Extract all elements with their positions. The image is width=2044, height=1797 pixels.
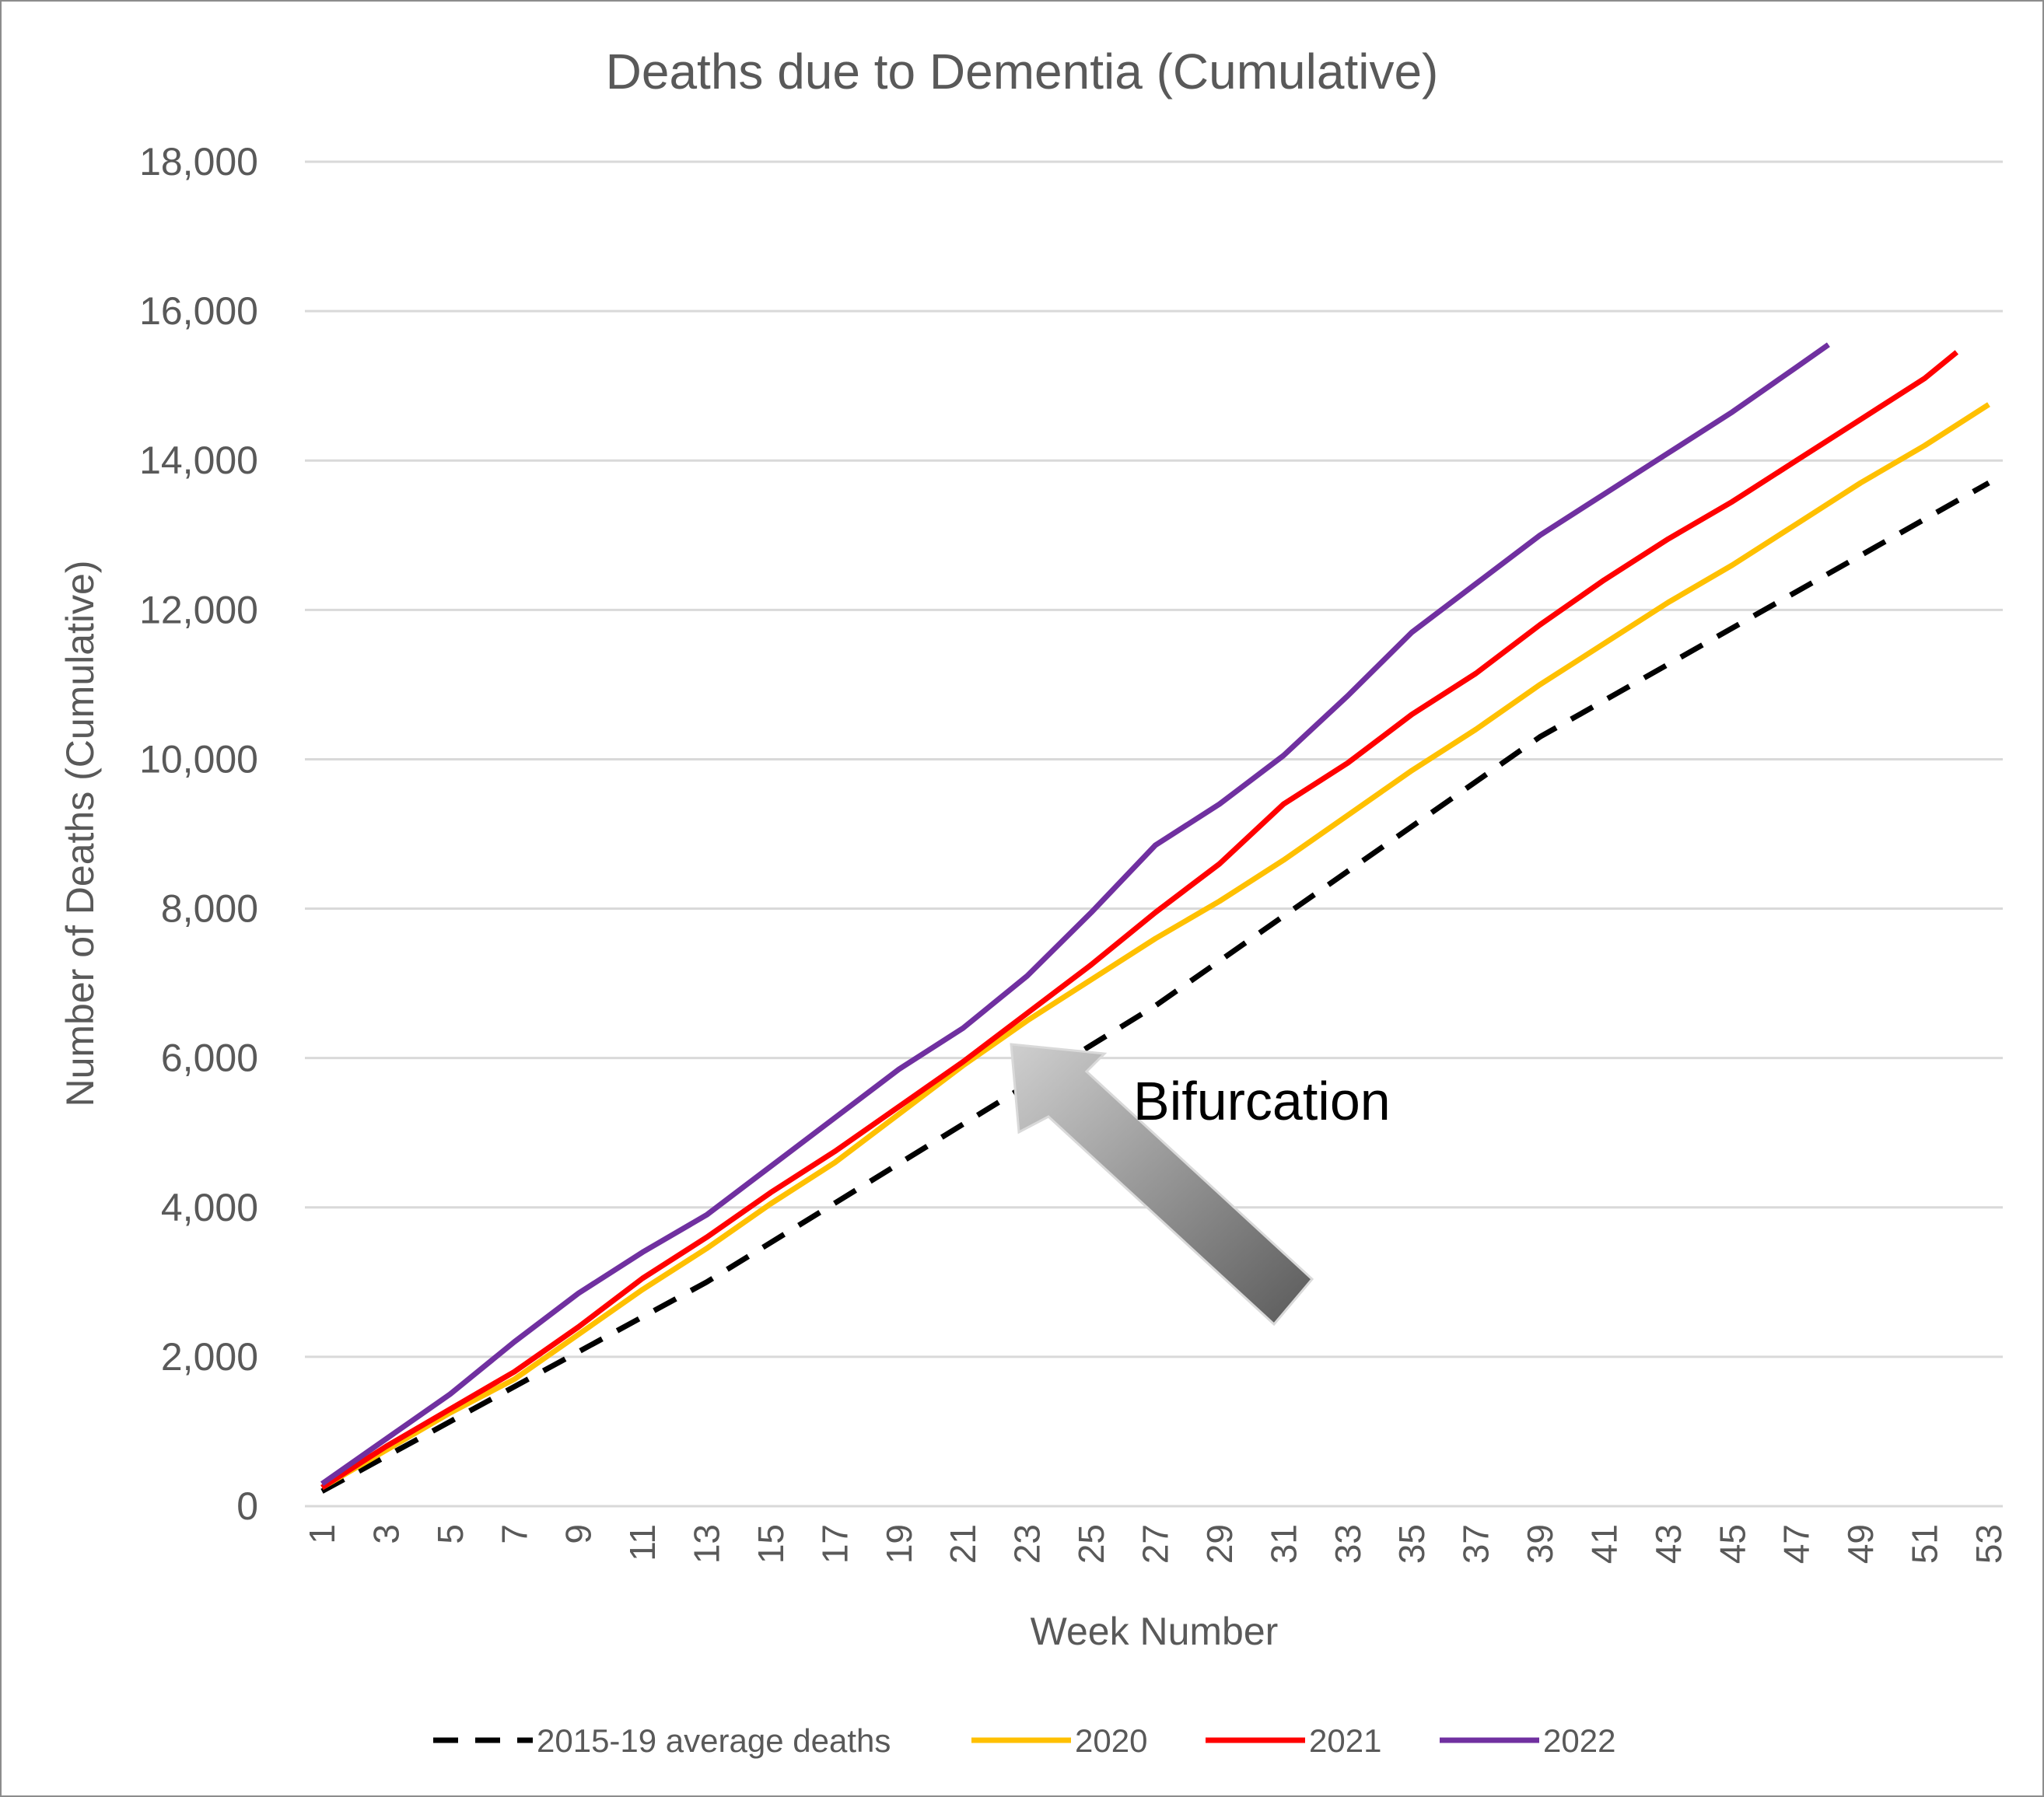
y-tick-label: 4,000 <box>161 1186 258 1229</box>
series-line <box>320 350 1959 1490</box>
y-tick-label: 10,000 <box>139 737 258 781</box>
legend: 2015-19 average deaths 2020 2021 2022 <box>433 1722 1615 1759</box>
x-tick-label: 7 <box>494 1524 534 1544</box>
x-tick-label: 9 <box>558 1524 599 1544</box>
x-tick-label: 27 <box>1136 1524 1176 1564</box>
legend-label: 2021 <box>1309 1722 1381 1759</box>
series-line <box>320 402 1990 1491</box>
x-tick-label: 29 <box>1199 1524 1240 1564</box>
x-tick-label: 39 <box>1520 1524 1560 1564</box>
x-tick-label: 11 <box>622 1524 663 1561</box>
bifurcation-label: Bifurcation <box>1133 1071 1391 1131</box>
y-tick-label: 8,000 <box>161 887 258 931</box>
y-tick-label: 16,000 <box>139 289 258 333</box>
x-tick-label: 13 <box>687 1524 727 1564</box>
series-line <box>320 342 1830 1487</box>
x-tick-label: 1 <box>302 1524 342 1544</box>
x-tick-label: 37 <box>1456 1524 1496 1564</box>
x-tick-label: 25 <box>1071 1524 1111 1564</box>
x-tick-label: 33 <box>1328 1524 1368 1564</box>
x-tick-label: 5 <box>430 1524 471 1544</box>
y-tick-label: 18,000 <box>139 140 258 184</box>
bifurcation-arrow-icon <box>1010 1043 1314 1327</box>
x-tick-label: 51 <box>1905 1524 1945 1564</box>
legend-label: 2015-19 average deaths <box>537 1722 891 1759</box>
x-axis-label: Week Number <box>1031 1610 1279 1653</box>
annotation: Bifurcation <box>1010 1043 1391 1327</box>
x-tick-label: 43 <box>1648 1524 1689 1564</box>
y-tick-label: 0 <box>236 1484 258 1528</box>
x-tick-label: 53 <box>1969 1524 2009 1564</box>
x-tick-label: 47 <box>1776 1524 1817 1564</box>
x-tick-label: 49 <box>1840 1524 1881 1564</box>
gridlines <box>305 160 2003 1508</box>
y-axis-label: Number of Deaths (Cumulative) <box>58 560 102 1107</box>
x-tick-label: 3 <box>366 1524 406 1544</box>
x-tick-label: 21 <box>943 1524 983 1564</box>
x-tick-label: 23 <box>1007 1524 1048 1564</box>
series-line <box>320 480 1990 1494</box>
chart-title: Deaths due to Dementia (Cumulative) <box>606 44 1439 100</box>
y-tick-label: 2,000 <box>161 1335 258 1379</box>
x-tick-label: 15 <box>751 1524 791 1564</box>
series-lines <box>320 342 1990 1494</box>
x-axis-ticks: 1 3 5 7 9 11 13 15 17 19 21 23 25 27 29 31 33 35 37 39 41 43 4… <box>302 1524 2009 1564</box>
x-tick-label: 17 <box>814 1524 855 1564</box>
x-tick-label: 45 <box>1712 1524 1752 1564</box>
x-tick-label: 19 <box>879 1524 919 1564</box>
y-tick-label: 12,000 <box>139 588 258 631</box>
legend-label: 2020 <box>1075 1722 1147 1759</box>
y-tick-label: 14,000 <box>139 439 258 482</box>
y-axis-ticks: 0 2,000 4,000 6,000 8,000 10,000 12,000 14,000 1… <box>139 140 258 1528</box>
x-tick-label: 31 <box>1263 1524 1304 1564</box>
y-tick-label: 6,000 <box>161 1037 258 1080</box>
x-tick-label: 35 <box>1391 1524 1432 1564</box>
legend-label: 2022 <box>1543 1722 1615 1759</box>
x-tick-label: 41 <box>1584 1524 1624 1564</box>
